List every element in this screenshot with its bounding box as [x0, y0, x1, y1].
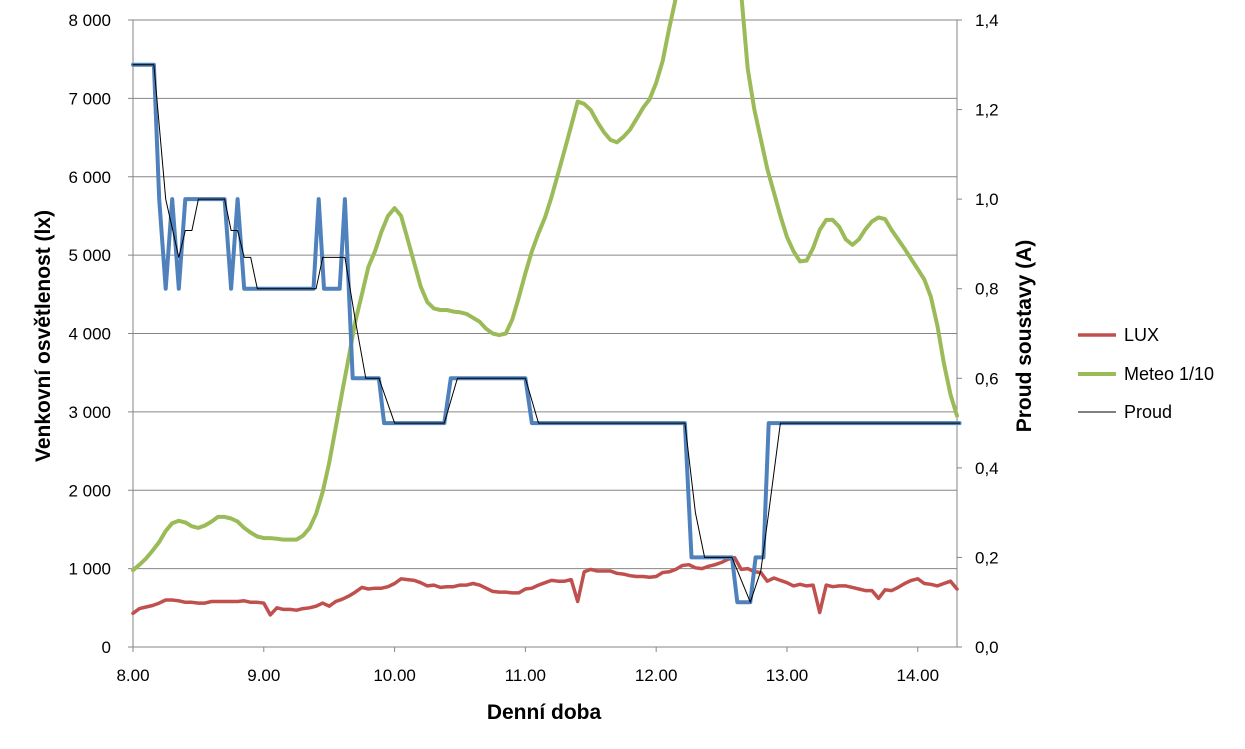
series-lines [131, 0, 962, 617]
y-left-tick-label-8: 8 000 [68, 11, 111, 30]
y-left-tick-label-6: 6 000 [68, 168, 111, 187]
y-left-tick-label-3: 3 000 [68, 403, 111, 422]
y-right-tick-label-5: 1,0 [975, 190, 999, 209]
y-right-tick-label-0: 0,0 [975, 638, 999, 657]
y-left-tick-label-2: 2 000 [68, 481, 111, 500]
y-right-tick-label-6: 1,2 [975, 101, 999, 120]
x-axis-title: Denní doba [487, 701, 602, 724]
y-right-axis-title: Proud soustavy (A) [1013, 240, 1036, 433]
x-tick-label-0: 8.00 [116, 666, 149, 685]
legend-label-lux: LUX [1124, 325, 1159, 345]
legend-label-proud: Proud [1124, 402, 1172, 422]
x-tick-label-5: 13.00 [766, 666, 809, 685]
series-line-lux [131, 555, 959, 617]
y-right-tick-label-1: 0,2 [975, 548, 999, 567]
y-left-axis-title: Venkovní osvětlenost (lx) [32, 210, 55, 462]
y-right-tick-labels: 0,0 0,2 0,4 0,6 0,8 1,0 1,2 1,4 [975, 11, 999, 657]
y-left-tick-label-4: 4 000 [68, 325, 111, 344]
x-tick-label-3: 11.00 [505, 666, 546, 685]
y-right-tick-label-3: 0,6 [975, 369, 999, 388]
x-tick-labels: 8.00 9.00 10.00 11.00 12.00 13.00 14.00 [116, 666, 939, 685]
series-line-proud [132, 64, 961, 603]
y-left-tick-labels: 0 1 000 2 000 3 000 4 000 5 000 6 000 7 000 8 00… [68, 11, 111, 657]
y-right-tick-label-2: 0,4 [975, 459, 999, 478]
y-left-tick-label-1: 1 000 [68, 560, 111, 579]
axes [128, 19, 962, 652]
series-line-meteo-1-10 [131, 0, 959, 573]
y-left-tick-label-0: 0 [102, 638, 111, 657]
y-right-tick-label-7: 1,4 [975, 11, 999, 30]
y-right-tick-label-4: 0,8 [975, 280, 999, 299]
legend: LUX Meteo 1/10 Proud [1078, 325, 1214, 422]
x-tick-label-4: 12.00 [635, 666, 678, 685]
gridlines [133, 19, 957, 570]
y-left-tick-label-7: 7 000 [68, 89, 111, 108]
x-tick-label-1: 9.00 [247, 666, 280, 685]
x-tick-label-6: 14.00 [896, 666, 939, 685]
series-line-proud-p-epo-ten [131, 62, 962, 605]
y-left-tick-label-5: 5 000 [68, 246, 111, 265]
legend-label-meteo-1-10: Meteo 1/10 [1124, 364, 1214, 384]
x-tick-label-2: 10.00 [373, 666, 416, 685]
